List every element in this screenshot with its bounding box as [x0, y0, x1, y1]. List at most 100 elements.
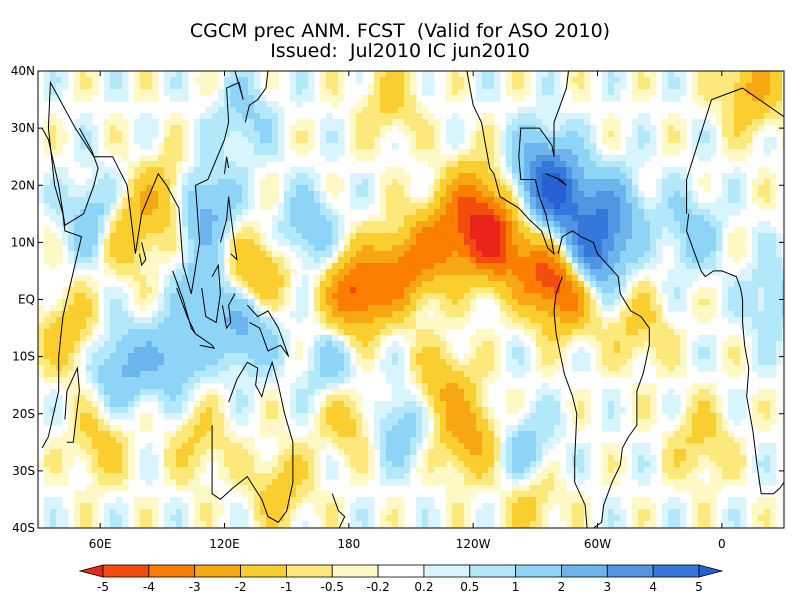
field-cell — [392, 317, 399, 324]
field-cell — [752, 365, 759, 372]
field-cell — [362, 263, 369, 270]
field-cell — [56, 257, 63, 264]
field-cell — [470, 299, 477, 306]
field-cell — [332, 263, 339, 270]
field-cell — [650, 83, 657, 90]
field-cell — [506, 119, 513, 126]
field-cell — [644, 113, 651, 120]
field-cell — [656, 359, 663, 366]
field-cell — [686, 233, 693, 240]
field-cell — [620, 203, 627, 210]
field-cell — [422, 311, 429, 318]
field-cell — [512, 341, 519, 348]
field-cell — [362, 245, 369, 252]
field-cell — [146, 77, 153, 84]
field-cell — [404, 245, 411, 252]
field-cell — [374, 293, 381, 300]
field-cell — [698, 77, 705, 84]
field-cell — [224, 221, 231, 228]
field-cell — [758, 323, 765, 330]
field-cell — [104, 95, 111, 102]
field-cell — [122, 323, 129, 330]
field-cell — [752, 101, 759, 108]
field-cell — [452, 305, 459, 312]
field-cell — [230, 371, 237, 378]
field-cell — [206, 209, 213, 216]
field-cell — [392, 221, 399, 228]
field-cell — [674, 293, 681, 300]
field-cell — [458, 203, 465, 210]
field-cell — [722, 77, 729, 84]
field-cell — [692, 245, 699, 252]
field-cell — [752, 299, 759, 306]
field-cell — [416, 101, 423, 108]
field-cell — [344, 335, 351, 342]
field-cell — [764, 221, 771, 228]
field-cell — [152, 245, 159, 252]
field-cell — [632, 245, 639, 252]
field-cell — [434, 275, 441, 282]
field-cell — [446, 287, 453, 294]
field-cell — [56, 311, 63, 318]
field-cell — [440, 299, 447, 306]
field-cell — [116, 341, 123, 348]
field-cell — [668, 173, 675, 180]
field-cell — [356, 197, 363, 204]
field-cell — [146, 269, 153, 276]
field-cell — [554, 263, 561, 270]
field-cell — [152, 347, 159, 354]
field-cell — [536, 275, 543, 282]
field-cell — [554, 245, 561, 252]
field-cell — [92, 221, 99, 228]
field-cell — [362, 149, 369, 156]
field-cell — [92, 257, 99, 264]
field-cell — [662, 191, 669, 198]
field-cell — [584, 269, 591, 276]
field-cell — [476, 347, 483, 354]
field-cell — [704, 335, 711, 342]
field-cell — [614, 155, 621, 162]
field-cell — [404, 287, 411, 294]
field-cell — [398, 257, 405, 264]
field-cell — [650, 323, 657, 330]
field-cell — [452, 323, 459, 330]
field-cell — [698, 269, 705, 276]
field-cell — [416, 221, 423, 228]
field-cell — [764, 323, 771, 330]
field-cell — [86, 125, 93, 132]
field-cell — [122, 245, 129, 252]
field-cell — [350, 221, 357, 228]
field-cell — [704, 293, 711, 300]
field-cell — [230, 359, 237, 366]
field-cell — [686, 221, 693, 228]
field-cell — [668, 203, 675, 210]
field-cell — [692, 83, 699, 90]
field-cell — [650, 197, 657, 204]
field-cell — [602, 305, 609, 312]
field-cell — [50, 245, 57, 252]
field-cell — [158, 347, 165, 354]
field-cell — [620, 233, 627, 240]
field-cell — [368, 101, 375, 108]
field-cell — [758, 269, 765, 276]
field-cell — [248, 365, 255, 372]
field-cell — [614, 209, 621, 216]
field-cell — [746, 113, 753, 120]
field-cell — [632, 299, 639, 306]
field-cell — [704, 89, 711, 96]
field-cell — [122, 341, 129, 348]
field-cell — [164, 359, 171, 366]
field-cell — [698, 215, 705, 222]
field-cell — [764, 149, 771, 156]
field-cell — [248, 323, 255, 330]
field-cell — [44, 341, 51, 348]
field-cell — [638, 119, 645, 126]
field-cell — [122, 371, 129, 378]
field-cell — [164, 155, 171, 162]
field-cell — [752, 341, 759, 348]
field-cell — [110, 197, 117, 204]
field-cell — [344, 365, 351, 372]
field-cell — [494, 185, 501, 192]
field-cell — [218, 89, 225, 96]
field-cell — [50, 335, 57, 342]
